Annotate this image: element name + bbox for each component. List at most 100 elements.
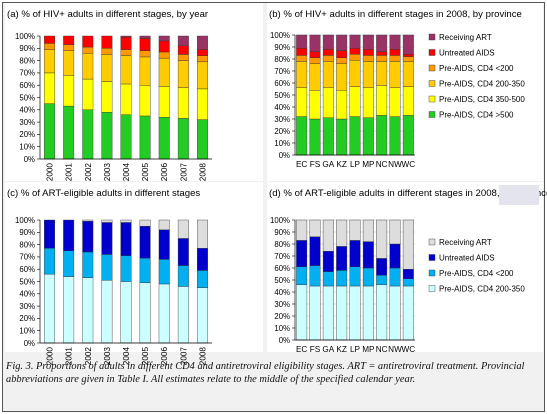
- legend-swatch: [428, 33, 436, 41]
- bar-segment: [177, 87, 189, 119]
- x-tick-label: 2006: [160, 347, 169, 366]
- bar-segment: [336, 219, 348, 247]
- bar-segment: [139, 257, 151, 283]
- legend-swatch: [428, 238, 436, 246]
- bar-segment: [44, 35, 56, 44]
- bar-segment: [101, 254, 113, 281]
- y-tick-label: 70%: [274, 67, 290, 76]
- x-tick-label: 2003: [103, 163, 112, 182]
- bar-segment: [63, 50, 75, 76]
- y-tick-label: 20%: [19, 130, 35, 139]
- bar-segment: [336, 118, 348, 156]
- bar-segment: [101, 35, 113, 49]
- legend-swatch: [428, 95, 436, 103]
- y-tick-label: 0%: [279, 336, 290, 345]
- bar-segment: [101, 222, 113, 255]
- legend-swatch: [428, 254, 436, 261]
- bar-segment: [349, 116, 361, 156]
- x-tick-label: 2006: [160, 163, 169, 182]
- bar-segment: [196, 287, 208, 344]
- bar-segment: [349, 86, 361, 117]
- bar-segment: [389, 267, 401, 287]
- bar-segment: [402, 56, 414, 62]
- bar-segment: [309, 118, 321, 156]
- y-tick-label: 60%: [274, 264, 290, 273]
- y-tick-label: 90%: [19, 44, 35, 53]
- bar-segment: [336, 50, 348, 58]
- bar-segment: [362, 267, 374, 287]
- bar-segment: [296, 116, 308, 156]
- x-tick-label: KZ: [336, 345, 346, 354]
- bar-segment: [139, 282, 151, 344]
- bar-segment: [196, 35, 208, 50]
- bar-segment: [309, 34, 321, 52]
- bar-segment: [389, 243, 401, 269]
- bar-segment: [139, 38, 151, 51]
- bar-segment: [322, 271, 334, 287]
- bar-segment: [322, 55, 334, 62]
- bar-segment: [362, 117, 374, 156]
- y-tick-label: 40%: [19, 106, 35, 115]
- bar-segment: [63, 35, 75, 45]
- y-tick-label: 0%: [24, 155, 35, 164]
- x-tick-label: NW: [388, 345, 402, 354]
- y-tick-label: 90%: [274, 43, 290, 52]
- y-tick-label: 100%: [270, 31, 290, 40]
- bar-segment: [63, 44, 75, 51]
- bar-segment: [177, 286, 189, 344]
- bar-segment: [120, 222, 132, 256]
- bar-segment: [44, 273, 56, 344]
- bar-segment: [336, 246, 348, 271]
- y-tick-label: 20%: [274, 312, 290, 321]
- y-tick-label: 10%: [19, 143, 35, 152]
- bar-segment: [196, 88, 208, 120]
- bar-segment: [362, 87, 374, 119]
- bar-segment: [196, 248, 208, 271]
- bar-segment: [158, 116, 170, 160]
- x-tick-label: NC: [376, 345, 388, 354]
- x-tick-label: WC: [402, 160, 416, 169]
- bar-segment: [139, 84, 151, 117]
- figure-caption: Fig. 3. Proportions of adults in differe…: [6, 361, 525, 385]
- bar-segment: [139, 115, 151, 160]
- bar-segment: [336, 285, 348, 341]
- bar-segment: [63, 75, 75, 107]
- x-tick-label: KZ: [336, 160, 346, 169]
- y-tick-label: 50%: [274, 276, 290, 285]
- y-tick-label: 10%: [19, 327, 35, 336]
- bar-segment: [177, 118, 189, 160]
- bar-segment: [376, 258, 388, 276]
- bar-segment: [389, 61, 401, 89]
- bar-segment: [336, 270, 348, 287]
- bar-segment: [196, 119, 208, 160]
- bar-segment: [309, 89, 321, 120]
- bar-segment: [322, 285, 334, 341]
- legend-swatch: [428, 269, 436, 277]
- bar-segment: [402, 219, 414, 270]
- bar-segment: [309, 63, 321, 91]
- x-tick-label: 2005: [141, 347, 150, 366]
- y-tick-label: 10%: [274, 139, 290, 148]
- y-tick-label: 0%: [279, 151, 290, 160]
- bar-segment: [402, 269, 414, 280]
- bar-segment: [309, 236, 321, 266]
- x-tick-label: GA: [322, 345, 334, 354]
- bar-segment: [101, 219, 113, 223]
- bar-segment: [101, 54, 113, 82]
- x-tick-label: 2003: [103, 347, 112, 366]
- bar-segment: [309, 51, 321, 58]
- bar-segment: [120, 255, 132, 282]
- legend-label: Pre-AIDS, CD4 <200: [439, 269, 514, 278]
- chart-title: (d) % of ART-eligible adults in differen…: [269, 188, 547, 199]
- bar-segment: [336, 89, 348, 120]
- x-tick-label: GA: [322, 160, 334, 169]
- bar-segment: [63, 219, 75, 251]
- bar-segment: [158, 283, 170, 344]
- y-tick-label: 30%: [274, 300, 290, 309]
- decorative-box: [499, 185, 539, 205]
- bar-segment: [376, 219, 388, 259]
- x-tick-label: FS: [310, 160, 321, 169]
- y-tick-label: 50%: [274, 91, 290, 100]
- y-tick-label: 40%: [274, 288, 290, 297]
